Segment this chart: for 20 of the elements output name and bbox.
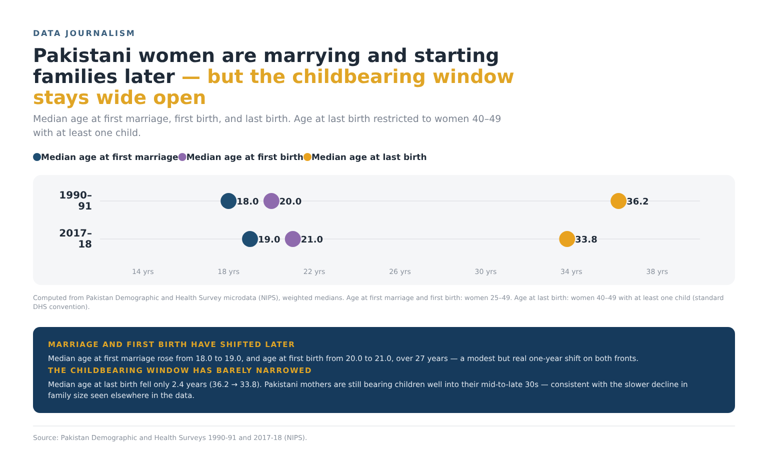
chart-subtitle: Median age at first marriage, first birth, and last birth. Age at last birth restricted to women 40–49 with at least one child. (33, 114, 502, 139)
point (220, 193, 237, 209)
legend-label: Median age at first birth (186, 153, 304, 163)
data-label: 18.0 (236, 198, 259, 208)
point (284, 231, 301, 247)
point (610, 193, 627, 209)
chart-title: Pakistani women are marrying and starting families later — but the childbearing window stays wide open (33, 45, 514, 109)
data-label: 36.2 (626, 198, 649, 208)
y-tick-label: 1990–91 (59, 190, 92, 212)
data-label: 33.8 (575, 236, 598, 246)
point (242, 231, 258, 247)
legend-label: Median age at first marriage (41, 153, 179, 163)
legend-label: Median age at last birth (311, 153, 427, 163)
data-label: 21.0 (300, 236, 324, 246)
data-label: 20.0 (279, 198, 302, 208)
point (559, 231, 576, 247)
data-label: 19.0 (258, 236, 280, 246)
point (263, 193, 280, 209)
y-tick-label: 2017–18 (59, 228, 92, 250)
text: DATA JOURNALISM (33, 29, 136, 38)
